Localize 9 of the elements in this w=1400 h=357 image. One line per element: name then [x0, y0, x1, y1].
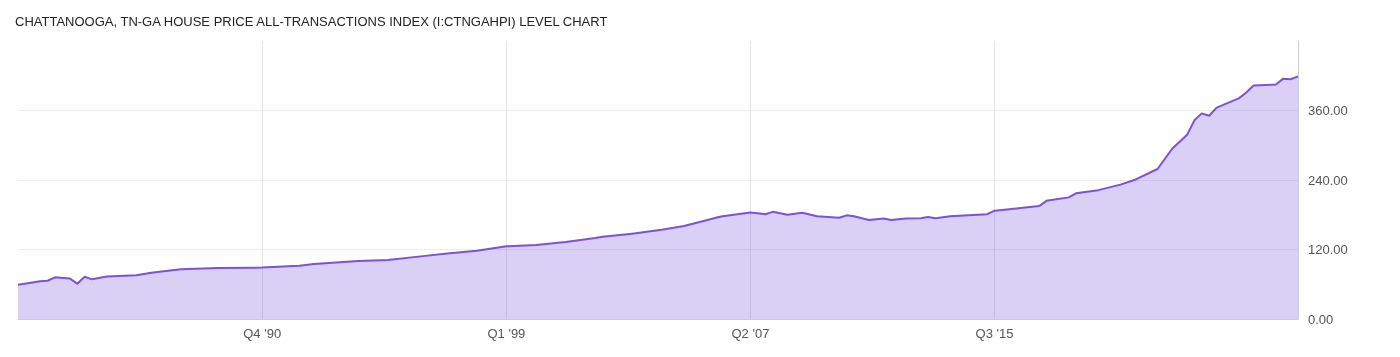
- y-tick-label: 120.00: [1308, 242, 1348, 257]
- x-tick-label: Q1 '99: [487, 326, 526, 341]
- x-tick-label: Q4 '90: [243, 326, 282, 341]
- x-tick-label: Q2 '07: [731, 326, 770, 341]
- y-tick-label: 240.00: [1308, 172, 1348, 188]
- y-tick-label: 0.00: [1308, 311, 1334, 327]
- y-tick-label: 360.00: [1308, 103, 1348, 118]
- chart-title: CHATTANOOGA, TN-GA HOUSE PRICE ALL-TRANSACTIONS INDEX (I:CTNGAHPI) LEVEL CHART: [15, 14, 608, 29]
- x-tick-label: Q3 '15: [975, 326, 1014, 341]
